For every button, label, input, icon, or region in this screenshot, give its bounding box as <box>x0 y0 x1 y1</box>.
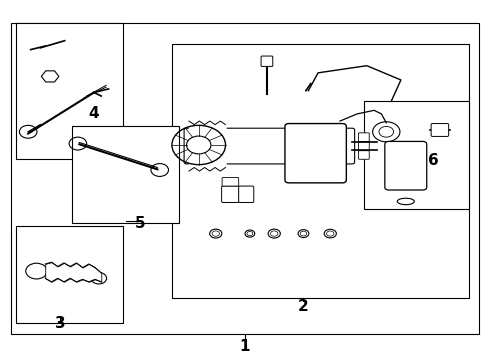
FancyBboxPatch shape <box>222 177 239 186</box>
FancyBboxPatch shape <box>385 141 427 190</box>
Text: 4: 4 <box>89 107 99 121</box>
Text: 5: 5 <box>135 216 146 231</box>
FancyBboxPatch shape <box>431 123 449 136</box>
Bar <box>365 102 469 208</box>
Bar <box>16 226 123 323</box>
FancyBboxPatch shape <box>239 186 254 203</box>
FancyBboxPatch shape <box>184 128 355 164</box>
FancyBboxPatch shape <box>359 151 369 159</box>
Text: 1: 1 <box>240 339 250 354</box>
FancyBboxPatch shape <box>359 142 369 150</box>
Text: 3: 3 <box>54 316 65 332</box>
FancyBboxPatch shape <box>285 123 346 183</box>
Text: 2: 2 <box>298 299 309 314</box>
FancyBboxPatch shape <box>359 133 369 141</box>
FancyBboxPatch shape <box>261 56 273 66</box>
Bar <box>16 23 123 158</box>
Bar <box>172 44 469 298</box>
FancyBboxPatch shape <box>221 186 239 203</box>
Bar <box>72 126 179 223</box>
Bar <box>11 23 479 334</box>
Text: 6: 6 <box>428 153 439 168</box>
